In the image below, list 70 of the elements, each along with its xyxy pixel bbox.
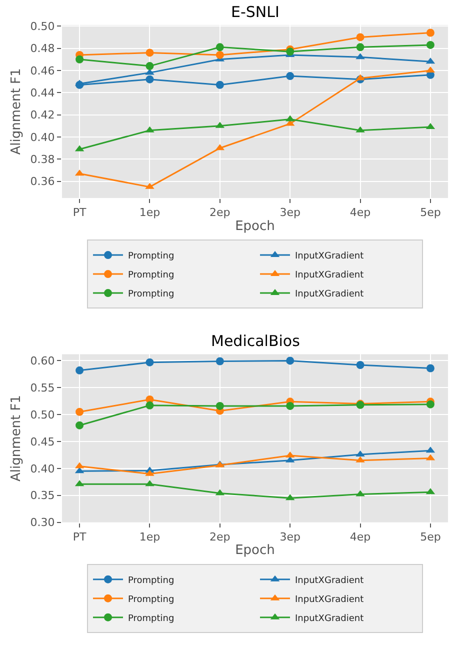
point [76,408,84,416]
legend-label: Prompting [128,290,174,300]
x-tick-label: 1ep [139,530,160,544]
legend-label: InputXGradient [295,614,364,624]
legend-label: InputXGradient [295,576,364,586]
x-tick-label: PT [72,206,87,220]
y-tick-label: 0.36 [30,175,55,188]
point [286,72,294,80]
point [426,364,434,372]
y-tick-label: 0.40 [30,130,55,144]
x-tick-label: PT [72,530,87,544]
point [216,402,224,410]
y-tick-label: 0.50 [30,20,55,33]
point [216,50,224,59]
x-axis-title: Epoch [235,543,275,558]
x-tick-label: 2ep [210,530,230,544]
point [356,33,364,42]
chart-title: MedicalBios [211,332,300,350]
x-tick-label: 5ep [420,206,441,220]
point [216,80,224,89]
y-tick-label: 0.60 [30,354,55,368]
x-tick-label: 2ep [210,206,230,220]
legend-label: InputXGradient [295,290,364,300]
y-tick-label: 0.45 [30,435,55,448]
legend-label: InputXGradient [295,270,364,281]
y-tick-label: 0.50 [30,408,55,422]
y-tick-label: 0.35 [30,489,55,502]
chart-title: E-SNLI [231,3,280,21]
point [426,400,434,408]
point [146,62,154,70]
point [216,43,224,52]
point [356,43,364,52]
x-tick-label: 4ep [350,206,371,220]
y-tick-label: 0.46 [30,64,55,78]
legend-label: Prompting [128,270,174,281]
point [76,366,84,374]
y-tick-label: 0.48 [30,42,55,56]
point [146,358,154,366]
y-axis-title: Alignment F1 [9,68,24,155]
legend-label: Prompting [128,594,174,605]
x-axis-title: Epoch [235,218,275,234]
y-tick-label: 0.42 [30,108,55,122]
point [286,402,294,410]
x-tick-label: 3ep [280,206,300,220]
point [286,356,294,365]
legend-label: InputXGradient [295,594,364,605]
point [76,421,84,430]
x-tick-label: 3ep [280,530,300,544]
point [146,401,154,410]
y-tick-label: 0.55 [30,381,55,394]
point [426,40,434,49]
x-tick-label: 4ep [350,530,371,544]
x-tick-label: 1ep [139,206,160,220]
point [76,55,84,64]
x-tick-label: 5ep [420,530,441,544]
point [286,48,294,56]
y-tick-label: 0.40 [30,462,55,476]
legend-label: Prompting [128,576,174,586]
point [356,361,364,370]
point [146,75,154,84]
point [216,357,224,366]
y-tick-label: 0.38 [30,153,55,166]
point [426,28,434,37]
y-axis-title: Alignment F1 [9,395,24,482]
y-tick-label: 0.44 [30,86,55,100]
y-tick-label: 0.30 [30,516,55,530]
legend-label: Prompting [128,252,174,262]
legend-label: Prompting [128,614,174,624]
legend-label: InputXGradient [295,252,364,262]
point [146,48,154,57]
